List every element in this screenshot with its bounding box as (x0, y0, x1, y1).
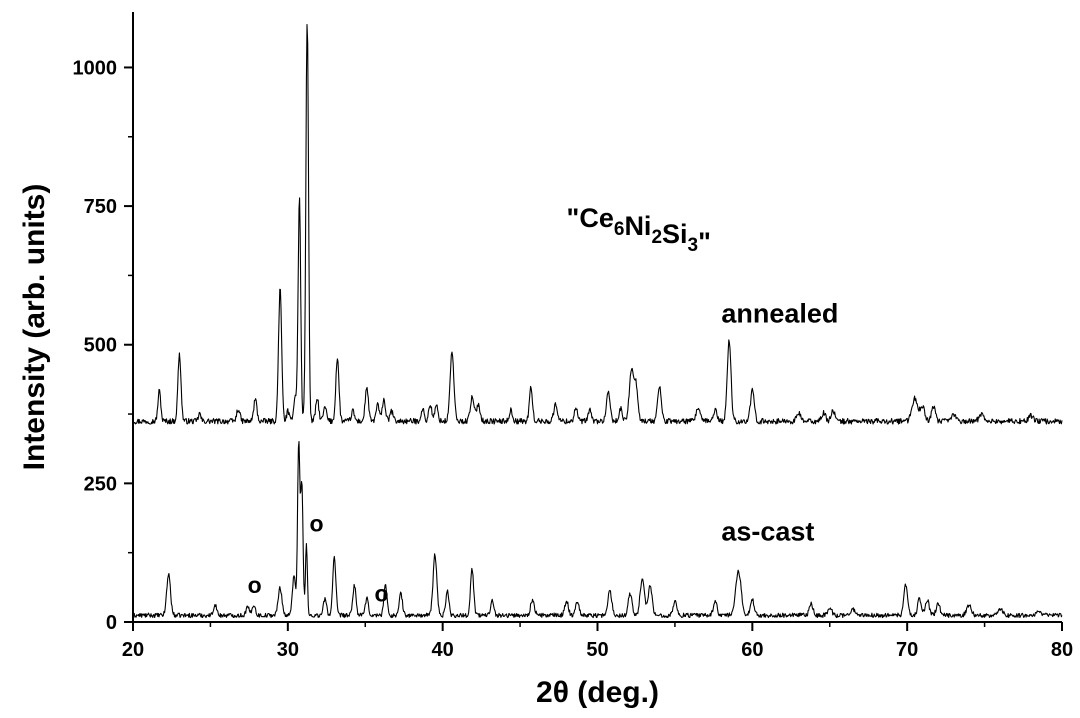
y-tick-label-0: 0 (106, 612, 117, 634)
compound-subscript: 6 (614, 219, 625, 240)
annotation-marker-2: o (248, 572, 262, 598)
y-tick-label-250: 250 (84, 473, 117, 495)
series-line-annealed (132, 23, 1063, 425)
x-axis-title: 2θ (deg.) (536, 676, 659, 709)
series-layer (132, 23, 1063, 619)
compound-label: "Ce6Ni2Si3" (567, 203, 711, 257)
annotation-annealed: annealed (721, 299, 838, 329)
y-tick-label-500: 500 (84, 335, 117, 357)
annotation-as-cast: as-cast (721, 516, 814, 546)
annotation-marker-4: o (375, 580, 389, 606)
x-tick-label-30: 30 (277, 639, 299, 661)
x-tick-label-60: 60 (741, 639, 763, 661)
annotation-layer: annealed as-cast o o o "Ce6Ni2Si3" (248, 203, 839, 606)
y-axis-title: Intensity (arb. units) (18, 184, 51, 471)
annotation-marker-3: o (310, 511, 324, 537)
x-tick-label-50: 50 (586, 639, 608, 661)
y-tick-label-1000: 1000 (73, 57, 118, 79)
compound-text: Si (662, 219, 688, 249)
x-tick-label-40: 40 (432, 639, 454, 661)
compound-subscript: 2 (651, 227, 662, 248)
series-line-as-cast (132, 440, 1063, 619)
x-tick-label-80: 80 (1051, 639, 1073, 661)
axes-layer: 20 30 40 50 60 70 80 0 250 500 750 1000 2θ (deg.) Int… (18, 12, 1073, 709)
compound-text: Ni (624, 211, 651, 241)
y-tick-label-750: 750 (84, 196, 117, 218)
x-tick-label-70: 70 (896, 639, 918, 661)
x-tick-label-20: 20 (122, 639, 144, 661)
compound-subscript: 3 (688, 235, 699, 256)
compound-text: "Ce (567, 203, 614, 233)
compound-text: " (698, 227, 711, 257)
